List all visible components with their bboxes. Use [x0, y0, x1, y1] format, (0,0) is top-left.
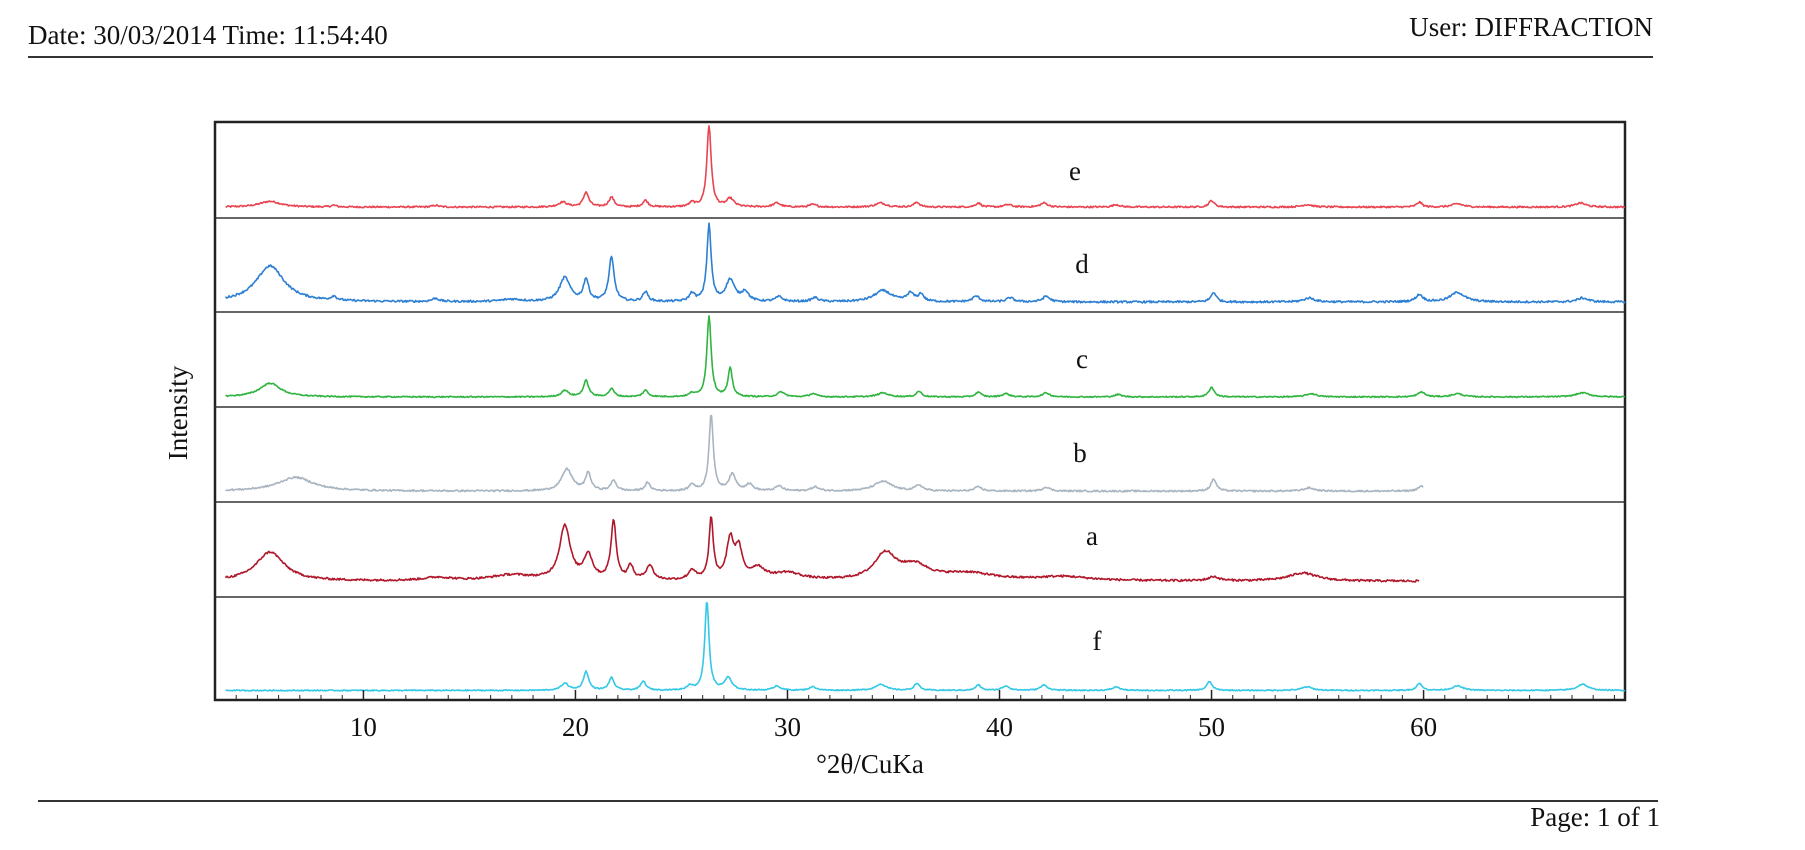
series-line-e	[225, 125, 1625, 209]
x-tick-label: 60	[1410, 712, 1437, 742]
header-divider	[28, 56, 1653, 58]
series-line-a	[224, 516, 1420, 583]
y-axis-label: Intensity	[163, 365, 193, 460]
x-tick-label: 10	[350, 712, 377, 742]
header-user: User: DIFFRACTION	[1409, 12, 1653, 42]
plot-frame	[213, 120, 1627, 702]
x-tick-label: 50	[1198, 712, 1225, 742]
x-tick-label: 30	[774, 712, 801, 742]
series-label-e: e	[1069, 156, 1081, 186]
plot-border	[213, 120, 1627, 702]
series-line-d	[224, 222, 1626, 304]
footer-divider	[38, 800, 1658, 802]
x-tick-label: 20	[562, 712, 589, 742]
series-label-b: b	[1073, 438, 1087, 468]
series-labels: e d c b a f	[1069, 156, 1101, 656]
series-traces	[224, 125, 1626, 692]
header-date-time: Date: 30/03/2014 Time: 11:54:40	[28, 20, 388, 50]
series-label-a: a	[1086, 521, 1098, 551]
series-label-d: d	[1075, 249, 1089, 279]
series-line-f	[225, 602, 1626, 692]
series-line-c	[225, 315, 1625, 399]
x-axis: 10 20 30 40 50 60	[214, 690, 1615, 742]
series-label-c: c	[1076, 344, 1088, 374]
x-tick-label: 40	[986, 712, 1013, 742]
series-label-f: f	[1093, 626, 1102, 656]
footer-page-number: Page: 1 of 1	[1530, 802, 1660, 832]
series-line-b	[225, 414, 1424, 493]
x-axis-label: °2θ/CuKa	[816, 749, 924, 779]
